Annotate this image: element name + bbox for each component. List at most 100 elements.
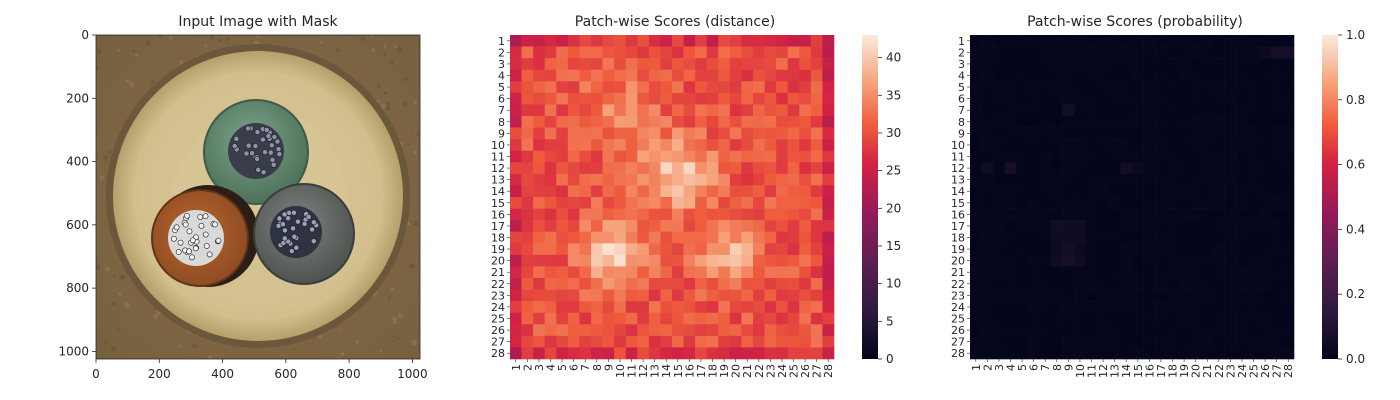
heatmap-cell <box>799 46 812 59</box>
heatmap-cell <box>1085 335 1098 348</box>
heatmap-cell <box>1259 185 1272 198</box>
column-label: 6 <box>1028 364 1041 371</box>
heatmap-cell <box>822 46 835 59</box>
heatmap-cell <box>1224 185 1237 198</box>
heatmap-cell <box>544 162 557 175</box>
heatmap-cell <box>970 243 982 256</box>
heatmap-cell <box>567 243 580 256</box>
heatmap-cell <box>1039 173 1052 186</box>
heatmap-cell <box>1259 162 1272 175</box>
heatmap-cell <box>753 139 765 152</box>
heatmap-cell <box>1097 116 1110 128</box>
heatmap-cell <box>625 278 638 290</box>
heatmap-cell <box>718 92 731 105</box>
heatmap-cell <box>1108 185 1121 198</box>
heatmap-cell <box>1282 266 1295 279</box>
heatmap-cell <box>718 220 731 233</box>
heatmap-cell <box>544 254 557 267</box>
heatmap-cell <box>1097 69 1110 82</box>
heatmap-cell <box>981 324 994 337</box>
heatmap-cell <box>533 347 546 360</box>
heatmap-cell <box>579 104 592 117</box>
heatmap-cell <box>521 266 534 279</box>
heatmap-cell <box>970 347 982 360</box>
heatmap-cell <box>683 162 696 175</box>
row-labels: 1234567891011121314151617181920212223242… <box>951 35 970 360</box>
heatmap-cell <box>1201 266 1214 279</box>
heatmap-cell <box>1074 231 1087 244</box>
heatmap-cell <box>1178 312 1191 325</box>
heatmap-cell <box>981 162 994 175</box>
heatmap-cell <box>1016 46 1029 59</box>
heatmap-cell <box>544 278 557 290</box>
heatmap-cell <box>1120 231 1133 244</box>
column-label: 17 <box>1155 364 1168 378</box>
heatmap-cell <box>970 278 982 290</box>
heatmap-cell <box>1282 81 1295 94</box>
heatmap-cell <box>648 266 661 279</box>
heatmap-cell <box>533 173 546 186</box>
heatmap-cell <box>1120 116 1133 128</box>
heatmap-cell <box>981 335 994 348</box>
heatmap-cell <box>510 208 522 221</box>
heatmap-cell <box>683 69 696 82</box>
heatmap-cell <box>1074 162 1087 175</box>
heatmap-cell <box>776 243 789 256</box>
heatmap-cell <box>1051 278 1063 290</box>
heatmap-cell <box>1236 69 1249 82</box>
heatmap-cell <box>729 312 742 325</box>
y-tick-label: 200 <box>66 91 89 105</box>
heatmap-cell <box>1120 185 1133 198</box>
heatmap-cell <box>591 231 603 244</box>
panel-title: Input Image with Mask <box>178 14 338 30</box>
heatmap-cell <box>1247 46 1260 59</box>
column-label: 20 <box>1190 364 1203 378</box>
heatmap-cell <box>672 150 684 163</box>
heatmap-cell <box>1166 266 1179 279</box>
heatmap-cell <box>729 127 742 140</box>
heatmap-cell <box>533 289 546 302</box>
heatmap-cell <box>1085 254 1098 267</box>
heatmap-cell <box>822 312 835 325</box>
heatmap-cell <box>579 266 592 279</box>
heatmap-cell <box>706 220 719 233</box>
heatmap-cell <box>625 116 638 128</box>
heatmap-cell <box>764 81 777 94</box>
heatmap-cell <box>1282 208 1295 221</box>
row-label: 15 <box>951 197 965 210</box>
heatmap-cell <box>614 139 627 152</box>
heatmap-cell <box>1027 116 1040 128</box>
heatmap-cell <box>660 69 673 82</box>
heatmap-cell <box>810 347 823 360</box>
heatmap-cell <box>1085 231 1098 244</box>
heatmap-cell <box>521 35 534 47</box>
heatmap-cell <box>660 335 673 348</box>
heatmap-cell <box>1259 116 1272 128</box>
x-tick-label: 600 <box>274 367 297 381</box>
heatmap-cell <box>1224 278 1237 290</box>
heatmap-cell <box>1051 243 1063 256</box>
heatmap-cell <box>1004 220 1017 233</box>
heatmap-cell <box>1201 243 1214 256</box>
heatmap-cell <box>1085 92 1098 105</box>
heatmap-cell <box>1282 254 1295 267</box>
heatmap-cell <box>718 139 731 152</box>
heatmap-cell <box>1189 58 1202 71</box>
row-label: 11 <box>491 151 505 164</box>
row-label: 24 <box>951 301 965 314</box>
heatmap-cell <box>1247 150 1260 163</box>
heatmap-cell <box>753 104 765 117</box>
heatmap-cell <box>799 266 812 279</box>
heatmap-cell <box>1051 231 1063 244</box>
heatmap-cell <box>1074 81 1087 94</box>
heatmap-cell <box>993 254 1006 267</box>
heatmap-cell <box>822 92 835 105</box>
heatmap-cell <box>1224 301 1237 314</box>
heatmap-cell <box>602 301 615 314</box>
heatmap-cell <box>683 197 696 209</box>
heatmap-cell <box>1247 104 1260 117</box>
heatmap-cell <box>1189 104 1202 117</box>
heatmap-cell <box>510 104 522 117</box>
heatmap-cell <box>1224 46 1237 59</box>
heatmap-cell <box>1027 231 1040 244</box>
